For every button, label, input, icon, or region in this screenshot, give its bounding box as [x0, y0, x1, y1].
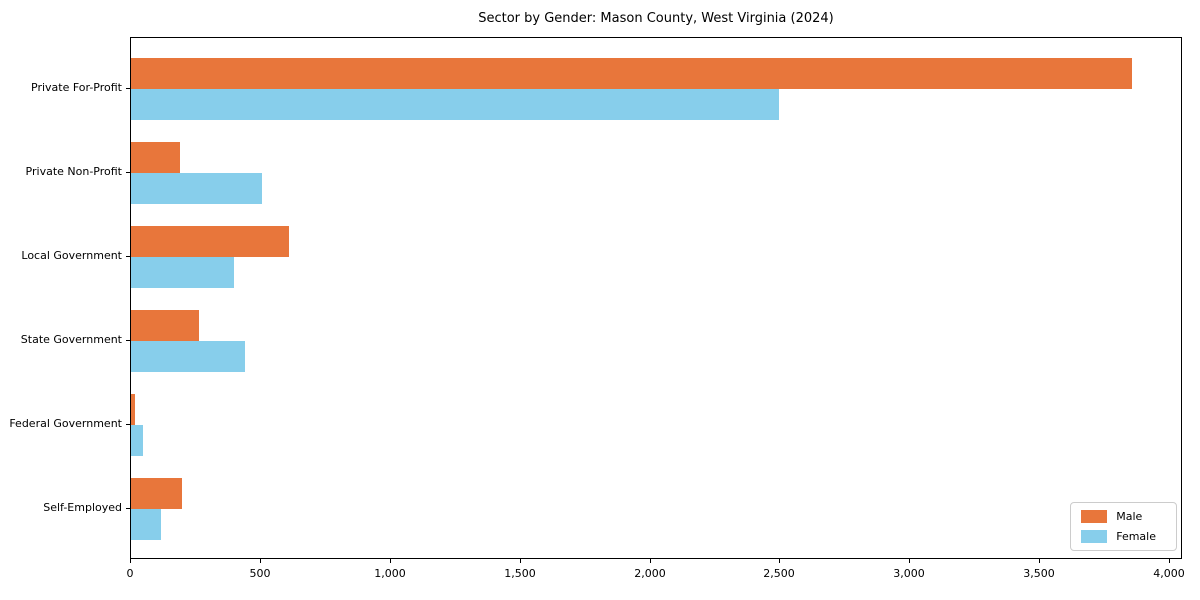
- y-category-label: Private For-Profit: [31, 81, 122, 94]
- x-tick-label: 3,500: [1023, 567, 1055, 580]
- legend-item-female: Female: [1081, 530, 1166, 543]
- bar-male: [131, 142, 180, 173]
- x-tick-label: 500: [249, 567, 271, 580]
- y-tick-mark: [126, 424, 130, 425]
- x-tick-label: 1,000: [374, 567, 406, 580]
- legend-swatch-female-icon: [1081, 530, 1108, 543]
- x-tick-mark: [1039, 559, 1040, 563]
- x-tick-mark: [260, 559, 261, 563]
- bar-male: [131, 478, 182, 509]
- legend-label-male: Male: [1116, 510, 1143, 523]
- bar-male: [131, 58, 1132, 89]
- bar-female: [131, 425, 143, 456]
- x-tick-label: 2,000: [634, 567, 666, 580]
- x-tick-mark: [909, 559, 910, 563]
- x-tick-label: 1,500: [504, 567, 536, 580]
- y-category-label: Self-Employed: [43, 501, 122, 514]
- y-tick-mark: [126, 256, 130, 257]
- bar-female: [131, 341, 245, 372]
- bar-male: [131, 226, 289, 257]
- x-tick-label: 0: [126, 567, 134, 580]
- legend: Male Female: [1070, 502, 1177, 551]
- x-tick-mark: [130, 559, 131, 563]
- x-tick-mark: [520, 559, 521, 563]
- legend-item-male: Male: [1081, 510, 1166, 523]
- bar-male: [131, 394, 135, 425]
- bar-male: [131, 310, 199, 341]
- y-category-label: State Government: [20, 333, 122, 346]
- legend-label-female: Female: [1116, 530, 1156, 543]
- plot-area: Male Female: [130, 37, 1182, 559]
- bar-female: [131, 509, 161, 540]
- y-tick-mark: [126, 508, 130, 509]
- y-category-label: Local Government: [21, 249, 122, 262]
- x-tick-label: 2,500: [763, 567, 795, 580]
- x-tick-label: 3,000: [893, 567, 925, 580]
- y-tick-mark: [126, 88, 130, 89]
- chart-title: Sector by Gender: Mason County, West Vir…: [478, 11, 834, 26]
- x-tick-mark: [390, 559, 391, 563]
- bar-female: [131, 89, 779, 120]
- x-tick-label: 4,000: [1153, 567, 1185, 580]
- y-tick-mark: [126, 172, 130, 173]
- bar-female: [131, 257, 234, 288]
- bar-female: [131, 173, 262, 204]
- x-tick-mark: [1169, 559, 1170, 563]
- legend-swatch-male-icon: [1081, 510, 1108, 523]
- x-tick-mark: [650, 559, 651, 563]
- y-tick-mark: [126, 340, 130, 341]
- y-category-label: Federal Government: [9, 417, 122, 430]
- x-tick-mark: [779, 559, 780, 563]
- y-category-label: Private Non-Profit: [25, 165, 122, 178]
